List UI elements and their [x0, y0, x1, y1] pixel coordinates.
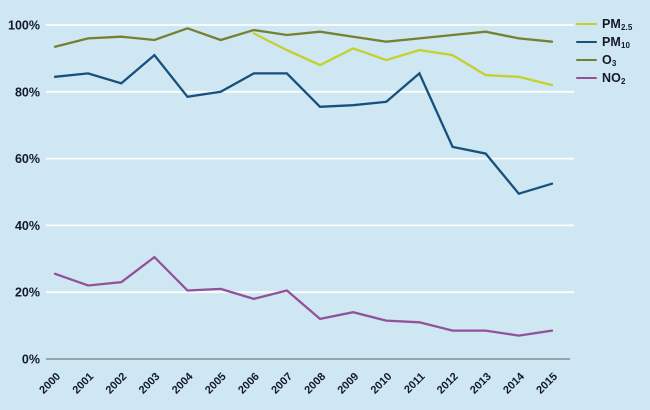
legend-item-pm10: PM10 [576, 33, 632, 51]
y-tick-label: 0% [22, 353, 40, 367]
y-tick-label: 80% [15, 85, 40, 99]
y-tick-label: 20% [15, 286, 40, 300]
legend-swatch-pm10 [576, 40, 597, 44]
legend-swatch-no2 [576, 76, 597, 80]
chart-legend: PM2.5 PM10 O3 NO2 [576, 15, 632, 87]
legend-item-o3: O3 [576, 51, 632, 69]
series-line-no2 [53, 255, 554, 337]
legend-item-pm25: PM2.5 [576, 15, 632, 33]
series-line-o3 [53, 27, 554, 48]
legend-swatch-o3 [576, 58, 597, 62]
y-tick-label: 100% [8, 19, 40, 33]
y-tick-label: 60% [15, 152, 40, 166]
legend-label-o3: O3 [602, 52, 617, 68]
series-line-pm25 [252, 32, 554, 87]
legend-swatch-pm25 [576, 22, 597, 26]
series-line-pm10 [53, 53, 554, 196]
y-tick-label: 40% [15, 219, 40, 233]
legend-label-pm25: PM2.5 [602, 16, 633, 32]
legend-label-pm10: PM10 [602, 34, 631, 50]
legend-label-no2: NO2 [602, 70, 626, 86]
legend-item-no2: NO2 [576, 69, 632, 87]
